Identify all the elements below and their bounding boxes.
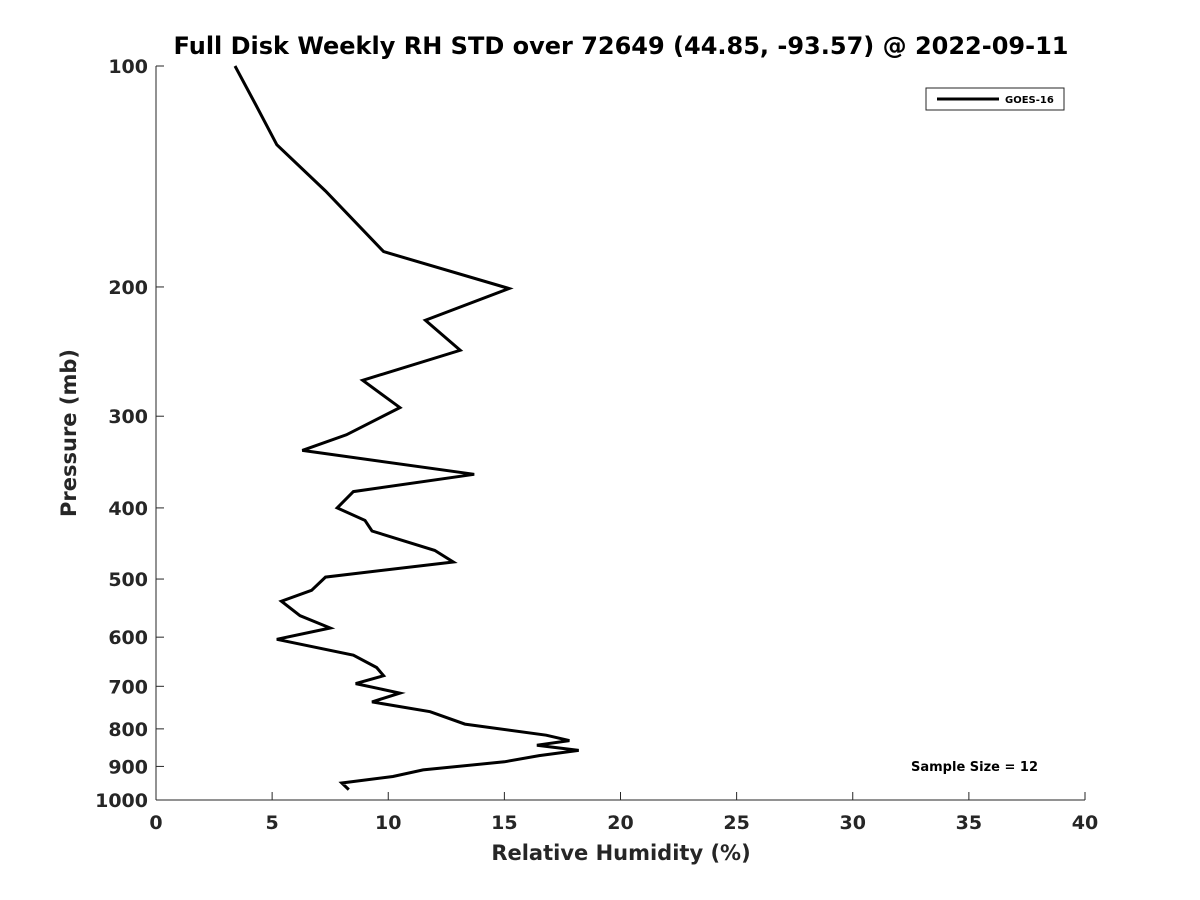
legend-label-goes-16: GOES-16 bbox=[1005, 95, 1054, 106]
y-tick-label-3: 400 bbox=[108, 498, 148, 520]
legend: GOES-16 bbox=[925, 87, 1065, 111]
x-tick-label-5: 25 bbox=[723, 812, 749, 834]
x-tick-label-3: 15 bbox=[491, 812, 517, 834]
x-tick-label-6: 30 bbox=[840, 812, 866, 834]
x-tick-label-0: 0 bbox=[149, 812, 162, 834]
y-tick-label-9: 1000 bbox=[95, 790, 148, 812]
x-axis-ticks: 0 5 10 15 20 25 30 35 40 bbox=[149, 792, 1098, 834]
y-tick-label-0: 100 bbox=[108, 56, 148, 78]
x-axis-label: Relative Humidity (%) bbox=[491, 841, 750, 865]
y-axis-ticks: 100 200 300 400 500 600 700 800 900 1000 bbox=[95, 56, 164, 812]
y-tick-label-7: 800 bbox=[108, 719, 148, 741]
y-tick-label-4: 500 bbox=[108, 569, 148, 591]
series-line-goes-16 bbox=[233, 65, 579, 791]
x-tick-label-1: 5 bbox=[266, 812, 279, 834]
x-tick-label-7: 35 bbox=[956, 812, 982, 834]
y-axis-label: Pressure (mb) bbox=[57, 349, 81, 517]
y-tick-label-6: 700 bbox=[108, 676, 148, 698]
plot-area: 0 5 10 15 20 25 30 35 40 100 200 300 400 500 600 700 80… bbox=[95, 56, 1098, 834]
y-tick-label-5: 600 bbox=[108, 627, 148, 649]
x-tick-label-2: 10 bbox=[375, 812, 401, 834]
y-tick-label-1: 200 bbox=[108, 277, 148, 299]
y-tick-label-2: 300 bbox=[108, 406, 148, 428]
x-tick-label-8: 40 bbox=[1072, 812, 1098, 834]
sample-size-annotation: Sample Size = 12 bbox=[911, 760, 1038, 775]
chart-title: Full Disk Weekly RH STD over 72649 (44.8… bbox=[174, 32, 1069, 60]
y-tick-label-8: 900 bbox=[108, 756, 148, 778]
x-tick-label-4: 20 bbox=[607, 812, 633, 834]
